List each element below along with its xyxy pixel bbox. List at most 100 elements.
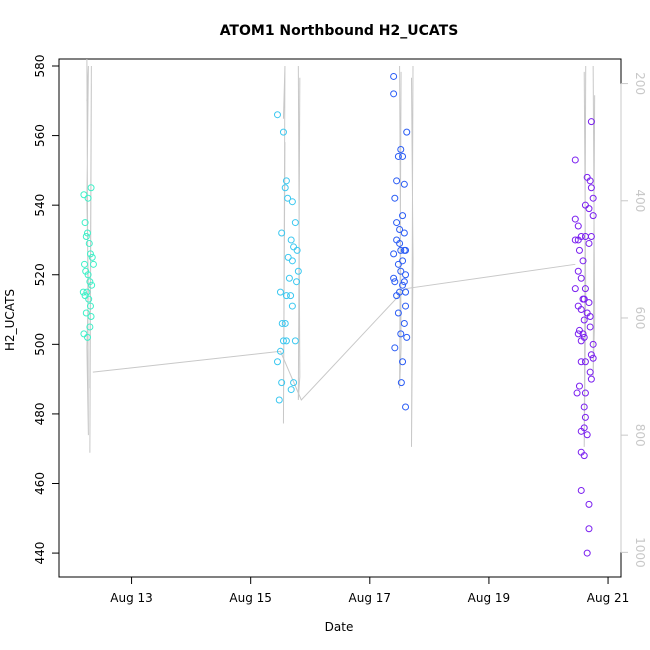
data-point-0-17 (81, 292, 89, 300)
data-point-0-22 (86, 323, 94, 331)
data-point-3-1 (587, 118, 595, 126)
data-point-2-2 (403, 128, 411, 136)
data-point-1-26 (273, 358, 281, 366)
x-axis-label: Date (325, 620, 354, 634)
data-point-2-26 (399, 281, 407, 289)
right-tick-label-2: 600 (633, 307, 647, 330)
data-point-0-6 (85, 239, 93, 247)
data-point-1-22 (279, 337, 287, 345)
data-point-3-43 (575, 382, 583, 390)
data-point-1-5 (288, 198, 296, 206)
data-point-0-23 (80, 330, 88, 338)
data-point-0-18 (85, 295, 93, 303)
data-point-2-36 (399, 358, 407, 366)
data-point-2-35 (391, 344, 399, 352)
data-point-0-8 (88, 253, 96, 261)
data-point-3-57 (583, 549, 591, 557)
profile-line-7 (592, 65, 596, 377)
trend-line (92, 263, 576, 401)
data-point-2-25 (400, 278, 408, 286)
data-point-3-56 (585, 525, 593, 533)
right-tick-label-3: 800 (633, 424, 647, 447)
data-point-0-15 (83, 288, 91, 296)
data-point-2-5 (394, 152, 402, 160)
data-point-3-34 (579, 330, 587, 338)
data-point-3-50 (577, 427, 585, 435)
x-tick-label-4: Aug 21 (587, 591, 630, 605)
y-tick-label-7: 580 (33, 55, 47, 78)
data-point-3-36 (577, 337, 585, 345)
data-point-1-13 (294, 267, 302, 275)
data-point-1-30 (275, 396, 283, 404)
data-point-2-34 (403, 333, 411, 341)
data-point-2-30 (402, 302, 410, 310)
profile-line-3 (297, 65, 301, 401)
data-point-3-15 (574, 236, 582, 244)
data-point-3-7 (585, 205, 593, 213)
data-point-1-15 (293, 278, 301, 286)
data-point-2-20 (394, 260, 402, 268)
data-point-2-3 (397, 146, 405, 153)
data-point-3-22 (581, 285, 589, 293)
data-point-0-7 (86, 250, 94, 258)
right-axis: 200 400 600 800 1000 (620, 72, 647, 568)
data-point-2-18 (390, 250, 398, 258)
data-point-1-3 (281, 184, 289, 192)
data-point-3-55 (585, 500, 593, 508)
data-point-3-31 (586, 323, 594, 331)
data-point-3-38 (587, 351, 595, 359)
data-point-1-23 (282, 337, 290, 345)
data-point-2-8 (391, 194, 399, 202)
data-point-1-2 (282, 177, 290, 185)
data-point-0-20 (82, 309, 90, 317)
profile-line-6 (583, 65, 587, 447)
data-point-0-13 (86, 278, 94, 286)
data-point-2-4 (399, 152, 407, 160)
profile-line-0 (86, 58, 89, 436)
data-point-3-40 (581, 358, 589, 366)
data-point-0-3 (81, 219, 89, 227)
right-tick-label-1: 400 (633, 189, 647, 212)
data-point-3-48 (581, 413, 589, 421)
data-point-1-14 (285, 274, 293, 282)
data-point-3-5 (589, 194, 597, 202)
data-point-2-12 (400, 229, 408, 237)
data-point-2-7 (393, 177, 401, 185)
data-point-3-25 (585, 299, 593, 307)
data-point-2-29 (393, 292, 401, 300)
data-point-3-41 (577, 358, 585, 366)
y-axis: 440 460 480 500 520 540 560 580 (33, 55, 60, 565)
data-point-0-24 (83, 333, 91, 341)
data-point-0-12 (84, 271, 92, 279)
data-point-3-16 (585, 239, 593, 247)
data-point-3-0 (571, 156, 579, 164)
data-point-1-27 (278, 379, 286, 387)
data-point-3-13 (587, 232, 595, 240)
data-point-1-12 (288, 257, 296, 265)
data-point-3-3 (586, 177, 594, 185)
data-point-0-1 (84, 194, 92, 202)
data-point-3-39 (589, 354, 597, 362)
right-tick-label-4: 1000 (633, 537, 647, 568)
y-tick-label-5: 540 (33, 194, 47, 217)
data-points (79, 72, 597, 557)
data-point-2-0 (390, 72, 398, 80)
x-axis: Aug 13 Aug 15 Aug 17 Aug 19 Aug 21 (110, 576, 630, 605)
data-point-3-17 (575, 246, 583, 254)
data-point-1-17 (282, 292, 290, 300)
data-point-3-53 (577, 448, 585, 456)
data-point-3-44 (587, 375, 595, 383)
plot-frame (58, 58, 622, 578)
data-point-0-4 (82, 232, 90, 240)
y-tick-label-1: 460 (33, 472, 47, 495)
profile-line-4 (399, 65, 402, 389)
data-point-1-8 (287, 236, 295, 244)
data-point-2-19 (399, 257, 407, 265)
data-point-3-42 (586, 368, 594, 376)
data-point-2-23 (390, 274, 398, 282)
data-point-0-2 (87, 184, 95, 192)
data-point-1-11 (284, 253, 292, 261)
data-point-2-33 (397, 330, 405, 338)
data-point-0-19 (86, 302, 94, 310)
